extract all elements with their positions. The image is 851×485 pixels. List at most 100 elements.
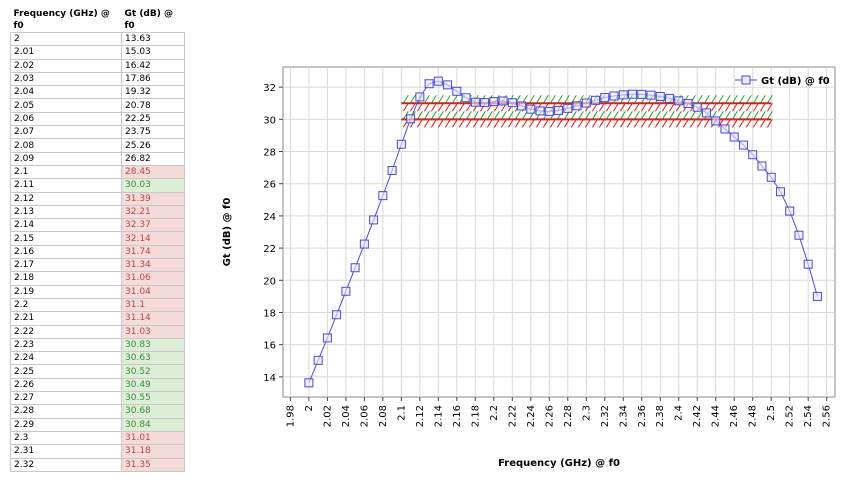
frequency-cell: 2.3: [10, 430, 122, 446]
x-tick-label: 2.3: [581, 405, 592, 421]
limit-hatch: [521, 119, 528, 128]
gain-cell: 30.55: [121, 391, 185, 406]
frequency-cell: 2.03: [10, 71, 122, 87]
y-tick-label: 14: [263, 373, 276, 384]
table-row: 2.18 31.06: [10, 271, 185, 286]
legend-marker: [741, 75, 751, 85]
gain-cell: 31.04: [121, 284, 185, 299]
limit-hatch: [703, 102, 710, 112]
y-tick-label: 30: [263, 115, 276, 126]
data-point: [572, 101, 582, 111]
gain-cell: 26.82: [121, 151, 185, 166]
limit-hatch: [458, 102, 465, 112]
gain-cell: 32.14: [121, 231, 185, 246]
limit-hatch: [647, 102, 654, 112]
limit-hatch: [640, 102, 647, 112]
limit-hatch: [486, 94, 493, 104]
limit-hatch: [731, 111, 738, 120]
limit-hatch: [535, 94, 542, 104]
limit-hatch: [591, 111, 598, 120]
limit-hatch: [451, 119, 458, 128]
limit-hatch: [563, 111, 570, 120]
limit-hatch: [409, 111, 416, 120]
limit-hatch: [689, 102, 696, 112]
limit-hatch: [514, 94, 521, 104]
limit-hatch: [626, 119, 633, 128]
limit-hatch: [675, 119, 682, 128]
x-tick-label: 2.08: [378, 405, 389, 427]
gain-cell: 25.26: [121, 138, 185, 153]
data-point: [415, 92, 425, 102]
x-tick-label: 1.98: [285, 405, 296, 427]
limit-hatch: [416, 119, 423, 128]
gain-cell: 32.21: [121, 204, 185, 220]
x-tick-label: 2.14: [433, 405, 444, 427]
y-tick-label: 18: [263, 308, 276, 319]
table-row: 2.05 20.78: [10, 98, 185, 113]
data-point: [729, 132, 739, 142]
limit-hatch: [668, 102, 675, 112]
limit-hatch: [507, 102, 514, 112]
limit-hatch: [465, 111, 472, 120]
gain-cell: 31.03: [121, 324, 185, 339]
data-point: [452, 86, 462, 96]
limit-hatch: [598, 111, 605, 120]
gain-cell: 31.35: [121, 457, 185, 472]
limit-hatch: [549, 111, 556, 120]
data-point: [526, 104, 536, 114]
limit-hatch: [402, 102, 409, 112]
table-row: 2.21 31.14: [10, 311, 185, 326]
limit-hatch: [535, 111, 542, 120]
limit-hatch: [633, 94, 640, 104]
frequency-cell: 2.28: [10, 404, 122, 419]
limit-hatch: [752, 102, 759, 112]
column-header: Frequency (GHz) @ f0: [13, 9, 110, 31]
limit-hatch: [745, 102, 752, 112]
limit-hatch: [675, 102, 682, 112]
limit-hatch: [745, 111, 752, 120]
limit-hatch: [612, 119, 619, 128]
limit-hatch: [612, 102, 619, 112]
x-tick-label: 2: [304, 405, 315, 411]
limit-hatch: [479, 94, 486, 104]
limit-hatch: [549, 94, 556, 104]
limit-hatch: [626, 102, 633, 112]
limit-hatch: [738, 119, 745, 128]
limit-hatch: [759, 94, 766, 104]
limit-hatch: [472, 111, 479, 120]
limit-hatch: [605, 119, 612, 128]
frequency-cell: 2.27: [10, 391, 122, 406]
limit-hatch: [724, 94, 731, 104]
limit-hatch: [584, 94, 591, 104]
x-tick-label: 2.32: [600, 405, 611, 427]
limit-hatch: [402, 119, 409, 128]
table-row: 2.26 30.49: [10, 377, 185, 393]
limit-hatch: [521, 94, 528, 104]
table-row: 2.28 30.68: [10, 404, 185, 419]
data-table: Frequency (GHz) @ f0 Gt (dB) @ f0 2 13.63 2.…: [10, 8, 185, 472]
y-tick-label: 20: [263, 276, 276, 287]
gain-cell: 30.83: [121, 337, 185, 353]
limit-hatch: [500, 111, 507, 120]
table-row: 2.27 30.55: [10, 391, 185, 406]
table-row: 2.25 30.52: [10, 364, 185, 379]
limit-hatch: [605, 111, 612, 120]
limit-hatch: [479, 119, 486, 128]
x-tick-label: 2.52: [785, 405, 796, 427]
limit-hatch: [409, 94, 416, 104]
limit-hatch: [423, 111, 430, 120]
table-row: 2.15 32.14: [10, 231, 185, 246]
x-tick-label: 2.5: [766, 405, 777, 421]
limit-hatch: [521, 111, 528, 120]
limit-hatch: [717, 102, 724, 112]
gain-cell: 19.32: [121, 85, 185, 100]
limit-hatch: [556, 94, 563, 104]
limit-hatch: [689, 111, 696, 120]
limit-hatch: [640, 94, 647, 104]
limit-hatch: [766, 94, 773, 104]
table-row: 2.11 30.03: [10, 178, 185, 193]
frequency-cell: 2: [10, 31, 122, 47]
x-tick-label: 2.18: [470, 405, 481, 427]
limit-hatch: [486, 111, 493, 120]
